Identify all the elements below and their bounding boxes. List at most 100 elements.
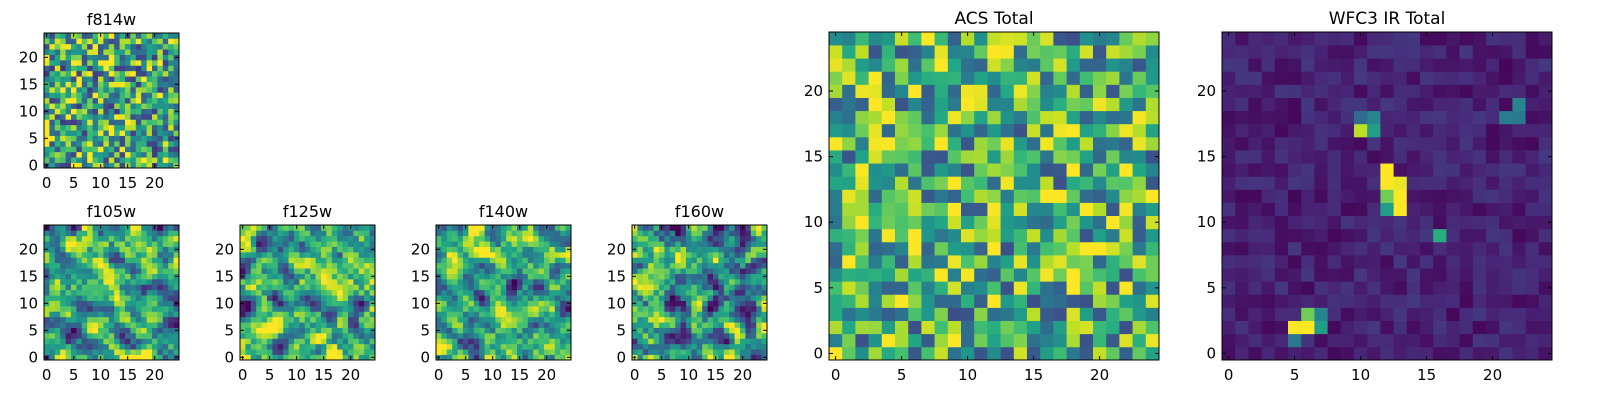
heatmap-cell (353, 333, 360, 339)
heatmap-cell (675, 322, 681, 328)
heatmap-cell (157, 108, 164, 115)
heatmap-cell (71, 157, 77, 163)
heatmap-cells (829, 32, 1160, 361)
heatmap-cell (321, 327, 327, 334)
heatmap-cell (549, 300, 556, 307)
heatmap-cell (895, 97, 909, 112)
heatmap-cell (1499, 32, 1513, 46)
heatmap-cell (740, 295, 746, 301)
heatmap-cell (49, 108, 56, 115)
heatmap-cell (1119, 163, 1133, 177)
heatmap-cell (511, 235, 518, 242)
heatmap-cell (669, 295, 676, 301)
heatmap-cell (342, 333, 349, 339)
heatmap-cell (1486, 71, 1500, 85)
heatmap-cell (1093, 45, 1107, 59)
heatmap-cell (500, 241, 507, 247)
heatmap-cell (659, 316, 665, 323)
x-tick-label: 0 (831, 366, 841, 384)
heatmap-cell (256, 354, 262, 361)
heatmap-cell (1132, 215, 1147, 230)
heatmap-cell (653, 268, 660, 274)
x-tick-label: 20 (145, 174, 164, 192)
heatmap-cell (1132, 228, 1147, 243)
heatmap-cell (1380, 58, 1394, 72)
heatmap-cell (1040, 268, 1054, 282)
heatmap-cell (761, 343, 768, 350)
heatmap-cell (565, 252, 572, 258)
heatmap-cell (152, 322, 158, 328)
heatmap-cell (1327, 123, 1342, 138)
heatmap-cell (152, 246, 158, 253)
heatmap-cell (729, 349, 735, 355)
heatmap-cell (119, 354, 126, 361)
heatmap-cell (664, 268, 671, 274)
heatmap-cell (1525, 110, 1540, 125)
heatmap-cell (446, 349, 453, 355)
heatmap-cell (479, 289, 485, 296)
y-tick-label: 5 (616, 321, 626, 339)
heatmap-cell (119, 311, 126, 318)
heatmap-cell (348, 322, 354, 328)
heatmap-cell (829, 320, 843, 335)
heatmap-cell (245, 338, 252, 345)
heatmap-cell (81, 33, 88, 39)
heatmap-cell (321, 306, 327, 312)
heatmap-cell (65, 70, 72, 77)
heatmap-cell (114, 284, 120, 291)
heatmap-cell (342, 306, 349, 312)
heatmap-cell (648, 322, 654, 328)
heatmap-cell (829, 255, 843, 269)
heatmap-cell (1420, 281, 1434, 295)
heatmap-cell (696, 300, 703, 307)
heatmap-cell (44, 124, 50, 131)
heatmap-cell (1433, 110, 1447, 125)
heatmap-cell (961, 123, 975, 138)
heatmap-cell (157, 87, 164, 93)
heatmap-cell (1000, 163, 1015, 177)
heatmap-cell (533, 284, 539, 291)
heatmap-cell (1222, 123, 1236, 138)
heatmap-cell (152, 65, 158, 72)
heatmap-cell (637, 311, 644, 318)
heatmap-cell (1512, 202, 1526, 217)
heatmap-cell (304, 327, 311, 334)
heatmap-cell (750, 311, 757, 318)
heatmap-cell (49, 241, 56, 247)
heatmap-cell (294, 235, 300, 242)
heatmap-cell (141, 81, 147, 88)
heatmap-cell (549, 289, 556, 296)
heatmap-cell (713, 316, 719, 323)
heatmap-cell (934, 281, 949, 295)
heatmap-cell (1013, 320, 1028, 335)
heatmap-cell (718, 343, 725, 350)
heatmap-cell (637, 333, 644, 339)
heatmap-cell (261, 295, 268, 301)
heatmap-cell (277, 241, 284, 247)
heatmap-cell (65, 338, 72, 345)
heatmap-cell (921, 32, 935, 46)
heatmap-cell (1433, 202, 1447, 217)
heatmap-cell (44, 119, 50, 126)
heatmap-cell (114, 146, 120, 153)
heatmap-cell (98, 300, 104, 307)
heatmap-cell (157, 279, 164, 285)
heatmap-cell (168, 114, 174, 120)
heatmap-cell (934, 150, 949, 164)
heatmap-cell (162, 268, 169, 274)
heatmap-cell (987, 241, 1001, 256)
heatmap-cell (1222, 333, 1236, 348)
heatmap-cell (713, 246, 719, 253)
heatmap-cell (152, 241, 158, 247)
heatmap-cell (1301, 281, 1315, 295)
heatmap-cell (119, 43, 126, 50)
heatmap-cell (65, 141, 72, 147)
heatmap-cell (1472, 58, 1487, 72)
heatmap-cell (648, 333, 654, 339)
heatmap-cell (1274, 294, 1289, 308)
heatmap-cell (157, 322, 164, 328)
heatmap-cell (549, 349, 556, 355)
heatmap-cell (761, 235, 768, 242)
heatmap-cell (686, 230, 692, 237)
heatmap-cell (240, 235, 246, 242)
